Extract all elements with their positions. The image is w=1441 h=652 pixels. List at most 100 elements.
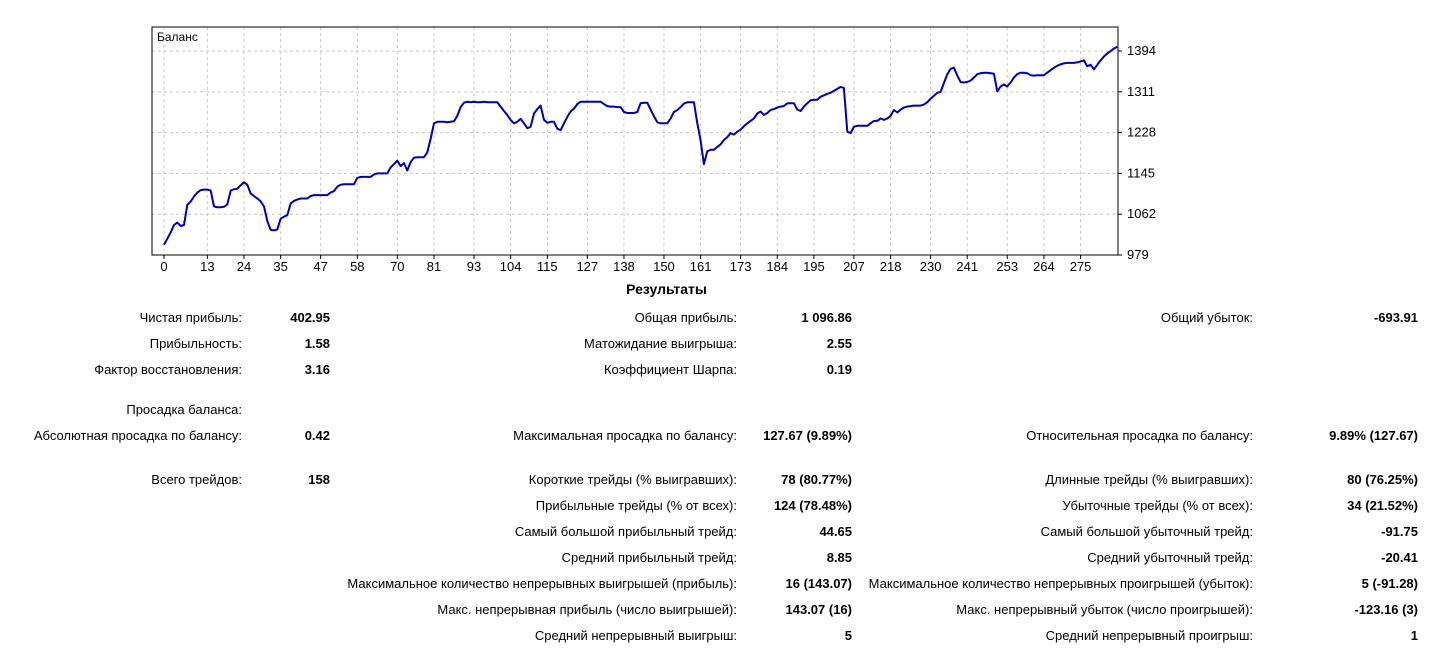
balance-chart: 1394 1311 1228 1145 1062 979 0 13 24 35 47 58 70 81 93… — [151, 26, 1156, 274]
row-max-consecutive-count: Максимальное количество непрерывных выиг… — [0, 576, 1441, 592]
result-label: Общая прибыль: — [634, 310, 737, 325]
chart-title-label: Баланс — [157, 30, 198, 44]
x-tick-label: 173 — [730, 259, 752, 274]
x-tick-label: 138 — [613, 259, 635, 274]
result-value: 16 (143.07) — [785, 576, 853, 591]
x-tick-label: 24 — [237, 259, 251, 274]
x-tick-label: 161 — [690, 259, 712, 274]
row-total-trades: Всего трейдов: 158 Короткие трейды (% вы… — [0, 472, 1441, 488]
result-value: -91.75 — [1381, 524, 1418, 539]
x-tick-label: 115 — [537, 259, 558, 274]
x-tick-label: 81 — [427, 259, 441, 274]
result-label: Чистая прибыль: — [139, 310, 242, 325]
result-label: Относительная просадка по балансу: — [1026, 428, 1253, 443]
result-value: 1 — [1410, 628, 1418, 643]
x-tick-label: 253 — [996, 259, 1018, 274]
result-value: 44.65 — [819, 524, 852, 539]
result-label: Прибыльные трейды (% от всех): — [535, 498, 737, 513]
result-value: -20.41 — [1381, 550, 1418, 565]
row-largest-trades: Самый большой прибыльный трейд: 44.65 Са… — [0, 524, 1441, 540]
result-label: Общий убыток: — [1160, 310, 1253, 325]
x-tick-label: 104 — [500, 259, 522, 274]
row-average-trades: Средний прибыльный трейд: 8.85 Средний у… — [0, 550, 1441, 566]
y-tick-label: 979 — [1127, 247, 1149, 262]
x-tick-label: 13 — [200, 259, 214, 274]
row-profit-loss-trades: Прибыльные трейды (% от всех): 124 (78.4… — [0, 498, 1441, 514]
y-tick-label: 1311 — [1127, 84, 1155, 99]
result-label: Максимальное количество непрерывных прои… — [868, 576, 1253, 591]
result-value: 127.67 (9.89%) — [763, 428, 852, 443]
result-label: Длинные трейды (% выигравших): — [1045, 472, 1253, 487]
x-tick-label: 264 — [1033, 259, 1055, 274]
x-tick-label: 218 — [880, 259, 902, 274]
result-value: 1 096.86 — [801, 310, 852, 325]
row-profitability: Прибыльность: 1.58 Матожидание выигрыша:… — [0, 336, 1441, 352]
x-tick-label: 127 — [576, 259, 598, 274]
x-tick-label: 184 — [766, 259, 788, 274]
result-value: 1.58 — [304, 336, 330, 351]
balance-line — [163, 45, 1118, 246]
result-label: Максимальная просадка по балансу: — [513, 428, 737, 443]
x-tick-label: 241 — [956, 259, 978, 274]
row-drawdown-values: Абсолютная просадка по балансу: 0.42 Мак… — [0, 428, 1441, 444]
result-value: 5 (-91.28) — [1361, 576, 1418, 591]
result-label: Самый большой прибыльный трейд: — [514, 524, 737, 539]
x-tick-label: 70 — [390, 259, 404, 274]
row-recovery-factor: Фактор восстановления: 3.16 Коэффициент … — [0, 362, 1441, 378]
x-tick-label: 195 — [803, 259, 825, 274]
row-max-consecutive-amount: Макс. непрерывная прибыль (число выигрыш… — [0, 602, 1441, 618]
row-balance-drawdown-header: Просадка баланса: — [0, 402, 1441, 418]
result-label: Коэффициент Шарпа: — [603, 362, 737, 377]
result-label: Макс. непрерывная прибыль (число выигрыш… — [437, 602, 737, 617]
result-value: 3.16 — [304, 362, 330, 377]
x-tick-label: 47 — [313, 259, 327, 274]
x-tick-label: 58 — [350, 259, 364, 274]
result-label: Средний прибыльный трейд: — [561, 550, 737, 565]
result-value: 78 (80.77%) — [781, 472, 852, 487]
result-label: Макс. непрерывный убыток (число проигрыш… — [956, 602, 1253, 617]
x-tick-label: 0 — [160, 259, 167, 274]
y-tick-label: 1062 — [1127, 206, 1156, 221]
result-value: -693.91 — [1373, 310, 1418, 325]
result-label: Фактор восстановления: — [94, 362, 242, 377]
result-value: 0.42 — [304, 428, 330, 443]
result-value: 9.89% (127.67) — [1329, 428, 1418, 443]
row-average-consecutive: Средний непрерывный выигрыш: 5 Средний н… — [0, 628, 1441, 644]
plot-area — [152, 27, 1118, 255]
x-tick-label: 93 — [467, 259, 481, 274]
result-label: Убыточные трейды (% от всех): — [1062, 498, 1253, 513]
result-label: Прибыльность: — [149, 336, 242, 351]
x-tick-label: 35 — [273, 259, 287, 274]
result-value: 8.85 — [826, 550, 852, 565]
result-label: Самый большой убыточный трейд: — [1040, 524, 1253, 539]
x-tick-label: 275 — [1070, 259, 1092, 274]
y-tick-label: 1145 — [1127, 165, 1155, 180]
result-label: Средний убыточный трейд: — [1087, 550, 1253, 565]
result-value: 143.07 (16) — [785, 602, 853, 617]
result-label: Средний непрерывный выигрыш: — [534, 628, 737, 643]
result-label: Короткие трейды (% выигравших): — [528, 472, 737, 487]
x-tick-label: 230 — [920, 259, 942, 274]
result-label: Просадка баланса: — [126, 402, 242, 417]
result-value: 402.95 — [290, 310, 330, 325]
result-label: Максимальное количество непрерывных выиг… — [347, 576, 737, 591]
result-value: -123.16 (3) — [1354, 602, 1418, 617]
result-label: Абсолютная просадка по балансу: — [33, 428, 242, 443]
result-value: 5 — [844, 628, 852, 643]
result-value: 80 (76.25%) — [1347, 472, 1418, 487]
plot-border — [151, 26, 1119, 256]
y-tick-label: 1228 — [1127, 125, 1156, 140]
results-title: Результаты — [626, 281, 707, 297]
result-value: 124 (78.48%) — [773, 498, 852, 513]
result-value: 2.55 — [826, 336, 852, 351]
y-tick-label: 1394 — [1127, 43, 1156, 58]
x-tick-label: 150 — [653, 259, 675, 274]
row-net-profit: Чистая прибыль: 402.95 Общая прибыль: 1 … — [0, 310, 1441, 326]
x-tick-label: 207 — [843, 259, 865, 274]
result-value: 34 (21.52%) — [1347, 498, 1418, 513]
result-label: Средний непрерывный проигрыш: — [1045, 628, 1253, 643]
result-value: 0.19 — [826, 362, 852, 377]
result-value: 158 — [308, 472, 330, 487]
result-label: Всего трейдов: — [151, 472, 242, 487]
